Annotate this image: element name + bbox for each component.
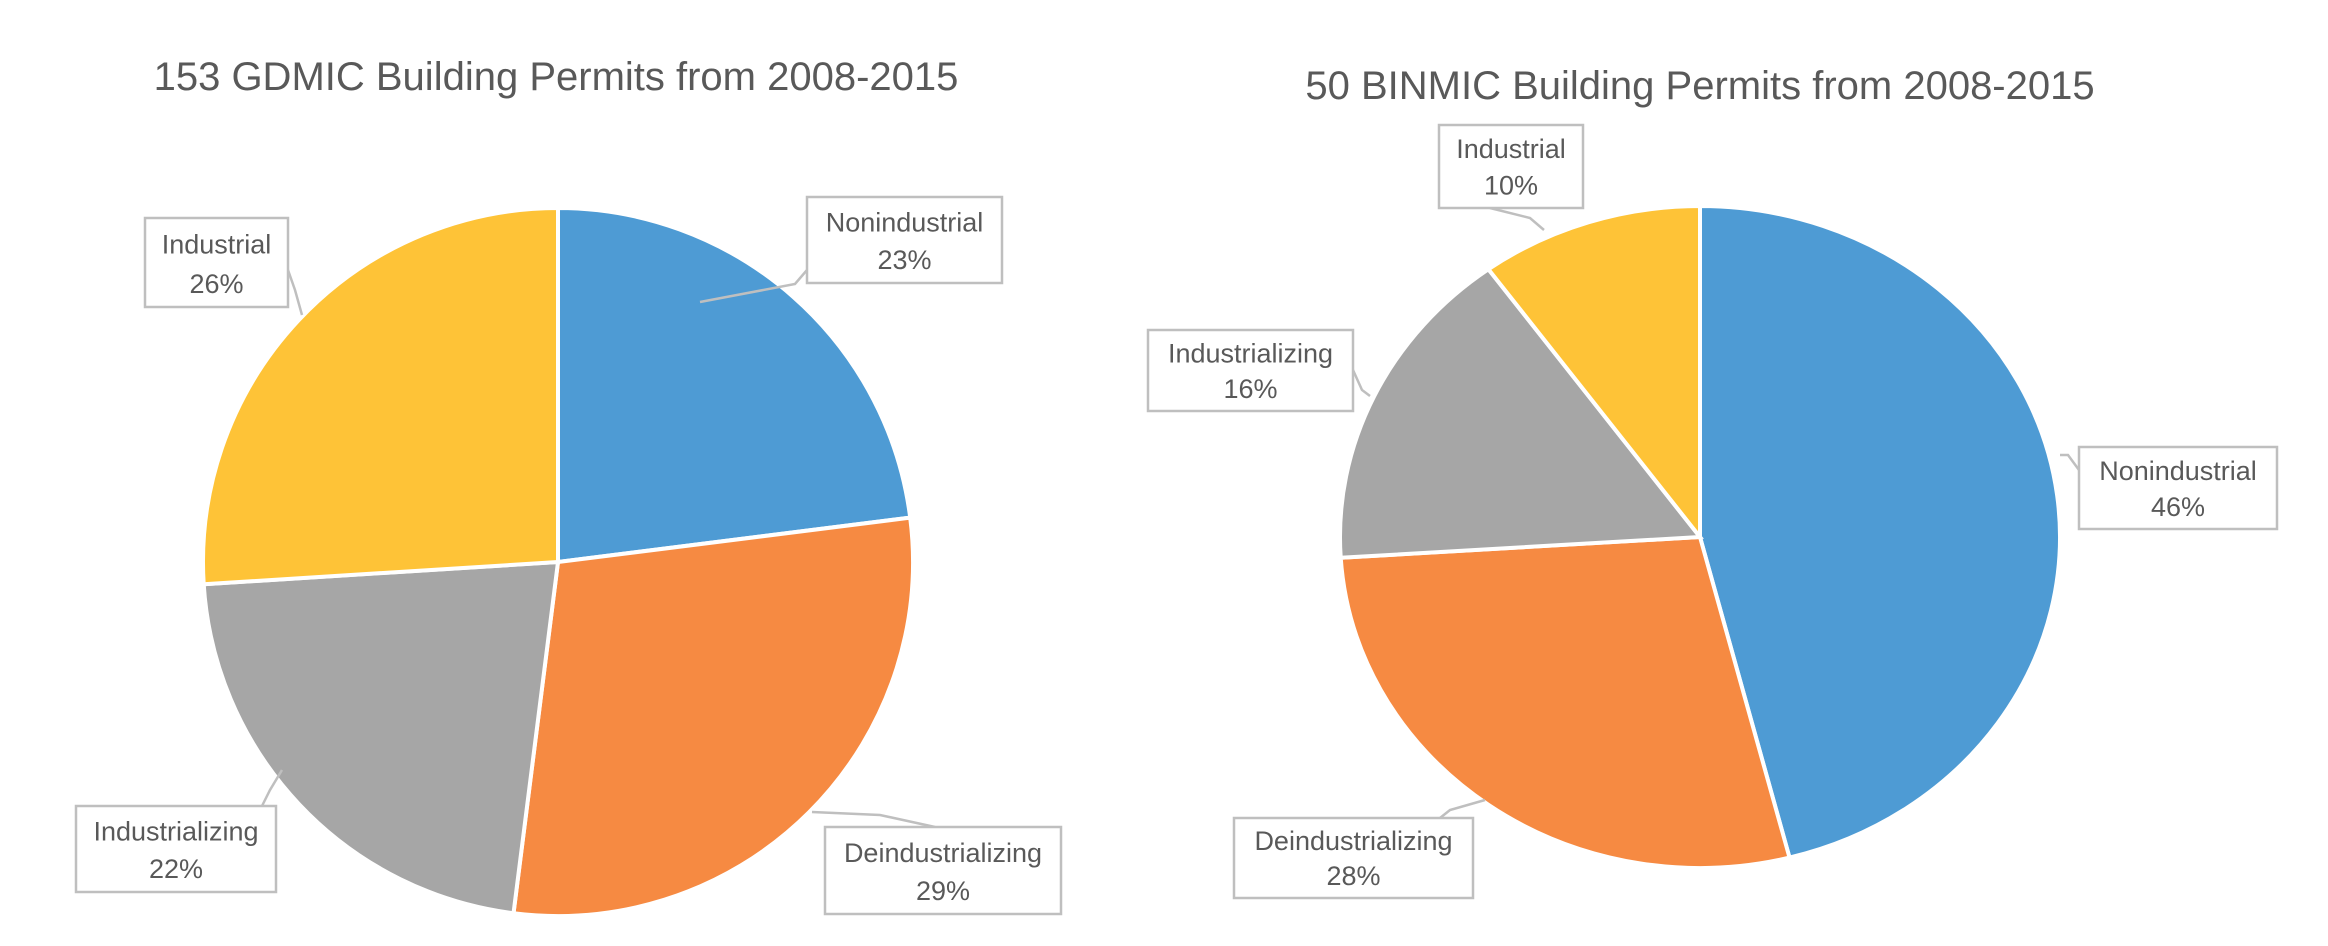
pie-slice-deindustrializing bbox=[1338, 534, 1793, 870]
leader-line bbox=[260, 769, 284, 807]
pie-slice-nonindustrial bbox=[1698, 203, 2062, 860]
percent-label: 10% bbox=[1484, 171, 1538, 201]
leader-line bbox=[811, 810, 936, 829]
leader-line bbox=[286, 269, 304, 316]
label-box bbox=[1232, 816, 1475, 900]
leader-line bbox=[1439, 798, 1486, 819]
pie-chart-2: 50 BINMIC Building Permits from 2008-201… bbox=[1146, 64, 2279, 900]
pie-slice-industrializing bbox=[201, 559, 561, 916]
percent-label: 26% bbox=[189, 269, 243, 299]
label-box bbox=[1146, 328, 1355, 413]
label-box bbox=[823, 825, 1063, 916]
leader-line bbox=[2060, 453, 2081, 471]
category-label: Industrial bbox=[162, 230, 272, 260]
pie-slice-industrial bbox=[1485, 203, 1702, 543]
data-label-nonindustrial: Nonindustrial 23% bbox=[699, 195, 1004, 304]
label-box bbox=[74, 804, 278, 894]
percent-label: 22% bbox=[149, 854, 203, 884]
data-label-nonindustrial: Nonindustrial 46% bbox=[2060, 445, 2279, 531]
pie-slice-deindustrializing bbox=[511, 515, 915, 918]
category-label: Nonindustrial bbox=[826, 207, 984, 237]
data-label-industrializing: Industrializing 16% bbox=[1146, 328, 1371, 413]
label-box bbox=[805, 195, 1004, 285]
data-label-industrializing: Industrializing 22% bbox=[74, 769, 284, 894]
category-label: Nonindustrial bbox=[2099, 456, 2257, 486]
data-label-deindustrializing: Deindustrializing 29% bbox=[811, 810, 1063, 916]
category-label: Industrializing bbox=[93, 816, 258, 846]
percent-label: 46% bbox=[2151, 492, 2205, 522]
percent-label: 16% bbox=[1223, 374, 1277, 404]
data-label-industrial: Industrial 26% bbox=[143, 216, 304, 316]
percent-label: 23% bbox=[877, 245, 931, 275]
pie-slice-nonindustrial bbox=[556, 205, 913, 565]
category-label: Deindustrializing bbox=[844, 838, 1042, 868]
percent-label: 29% bbox=[916, 876, 970, 906]
pie-slice-industrial bbox=[201, 205, 560, 587]
data-label-deindustrializing: Deindustrializing 28% bbox=[1232, 798, 1486, 900]
chart-title: 153 GDMIC Building Permits from 2008-201… bbox=[154, 55, 959, 99]
chart-title: 50 BINMIC Building Permits from 2008-201… bbox=[1305, 64, 2094, 108]
label-box bbox=[1437, 123, 1585, 210]
label-box bbox=[143, 216, 290, 309]
leader-line bbox=[1351, 369, 1371, 397]
label-box bbox=[2077, 445, 2279, 531]
pie-chart-1: 153 GDMIC Building Permits from 2008-201… bbox=[74, 55, 1063, 918]
leader-line bbox=[1489, 206, 1545, 231]
leader-line bbox=[699, 269, 808, 304]
category-label: Industrializing bbox=[1168, 338, 1333, 368]
category-label: Deindustrializing bbox=[1254, 826, 1452, 856]
percent-label: 28% bbox=[1326, 861, 1380, 891]
data-label-industrial: Industrial 10% bbox=[1437, 123, 1585, 231]
category-label: Industrial bbox=[1456, 134, 1566, 164]
pie-slice-industrializing bbox=[1338, 266, 1704, 560]
